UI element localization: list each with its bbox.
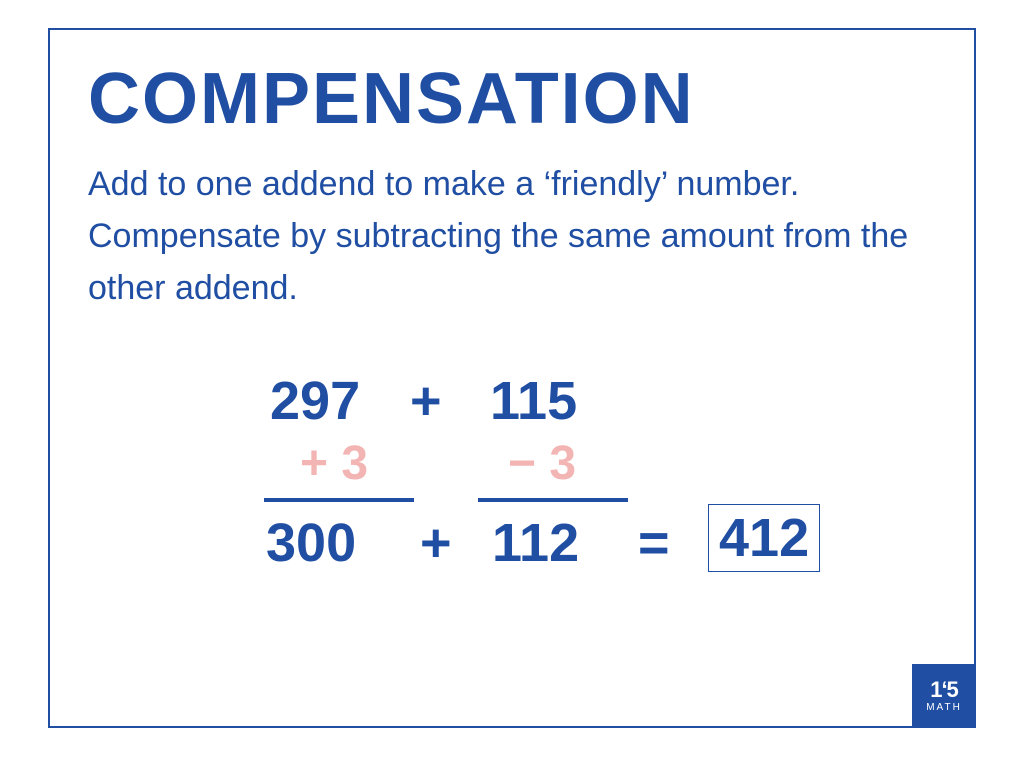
- badge-line1: 1‘5: [930, 679, 958, 701]
- rule-right: [478, 498, 628, 502]
- addend-2: 115: [490, 370, 577, 432]
- result-left: 300: [266, 512, 356, 574]
- result-right: 112: [492, 512, 579, 574]
- addend-1: 297: [270, 370, 360, 432]
- compensate-left: + 3: [300, 436, 368, 491]
- description: Add to one addend to make a ‘friendly’ n…: [88, 158, 918, 314]
- operator-plus-1: +: [410, 370, 442, 432]
- compensate-right: − 3: [508, 436, 576, 491]
- poster-frame: COMPENSATION Add to one addend to make a…: [48, 28, 976, 728]
- equals: =: [638, 512, 670, 574]
- answer-box: 412: [708, 504, 820, 572]
- operator-plus-2: +: [420, 512, 452, 574]
- title: COMPENSATION: [88, 58, 695, 140]
- badge-line2: MATH: [926, 703, 962, 713]
- rule-left: [264, 498, 414, 502]
- brand-badge: 1‘5 MATH: [912, 664, 976, 728]
